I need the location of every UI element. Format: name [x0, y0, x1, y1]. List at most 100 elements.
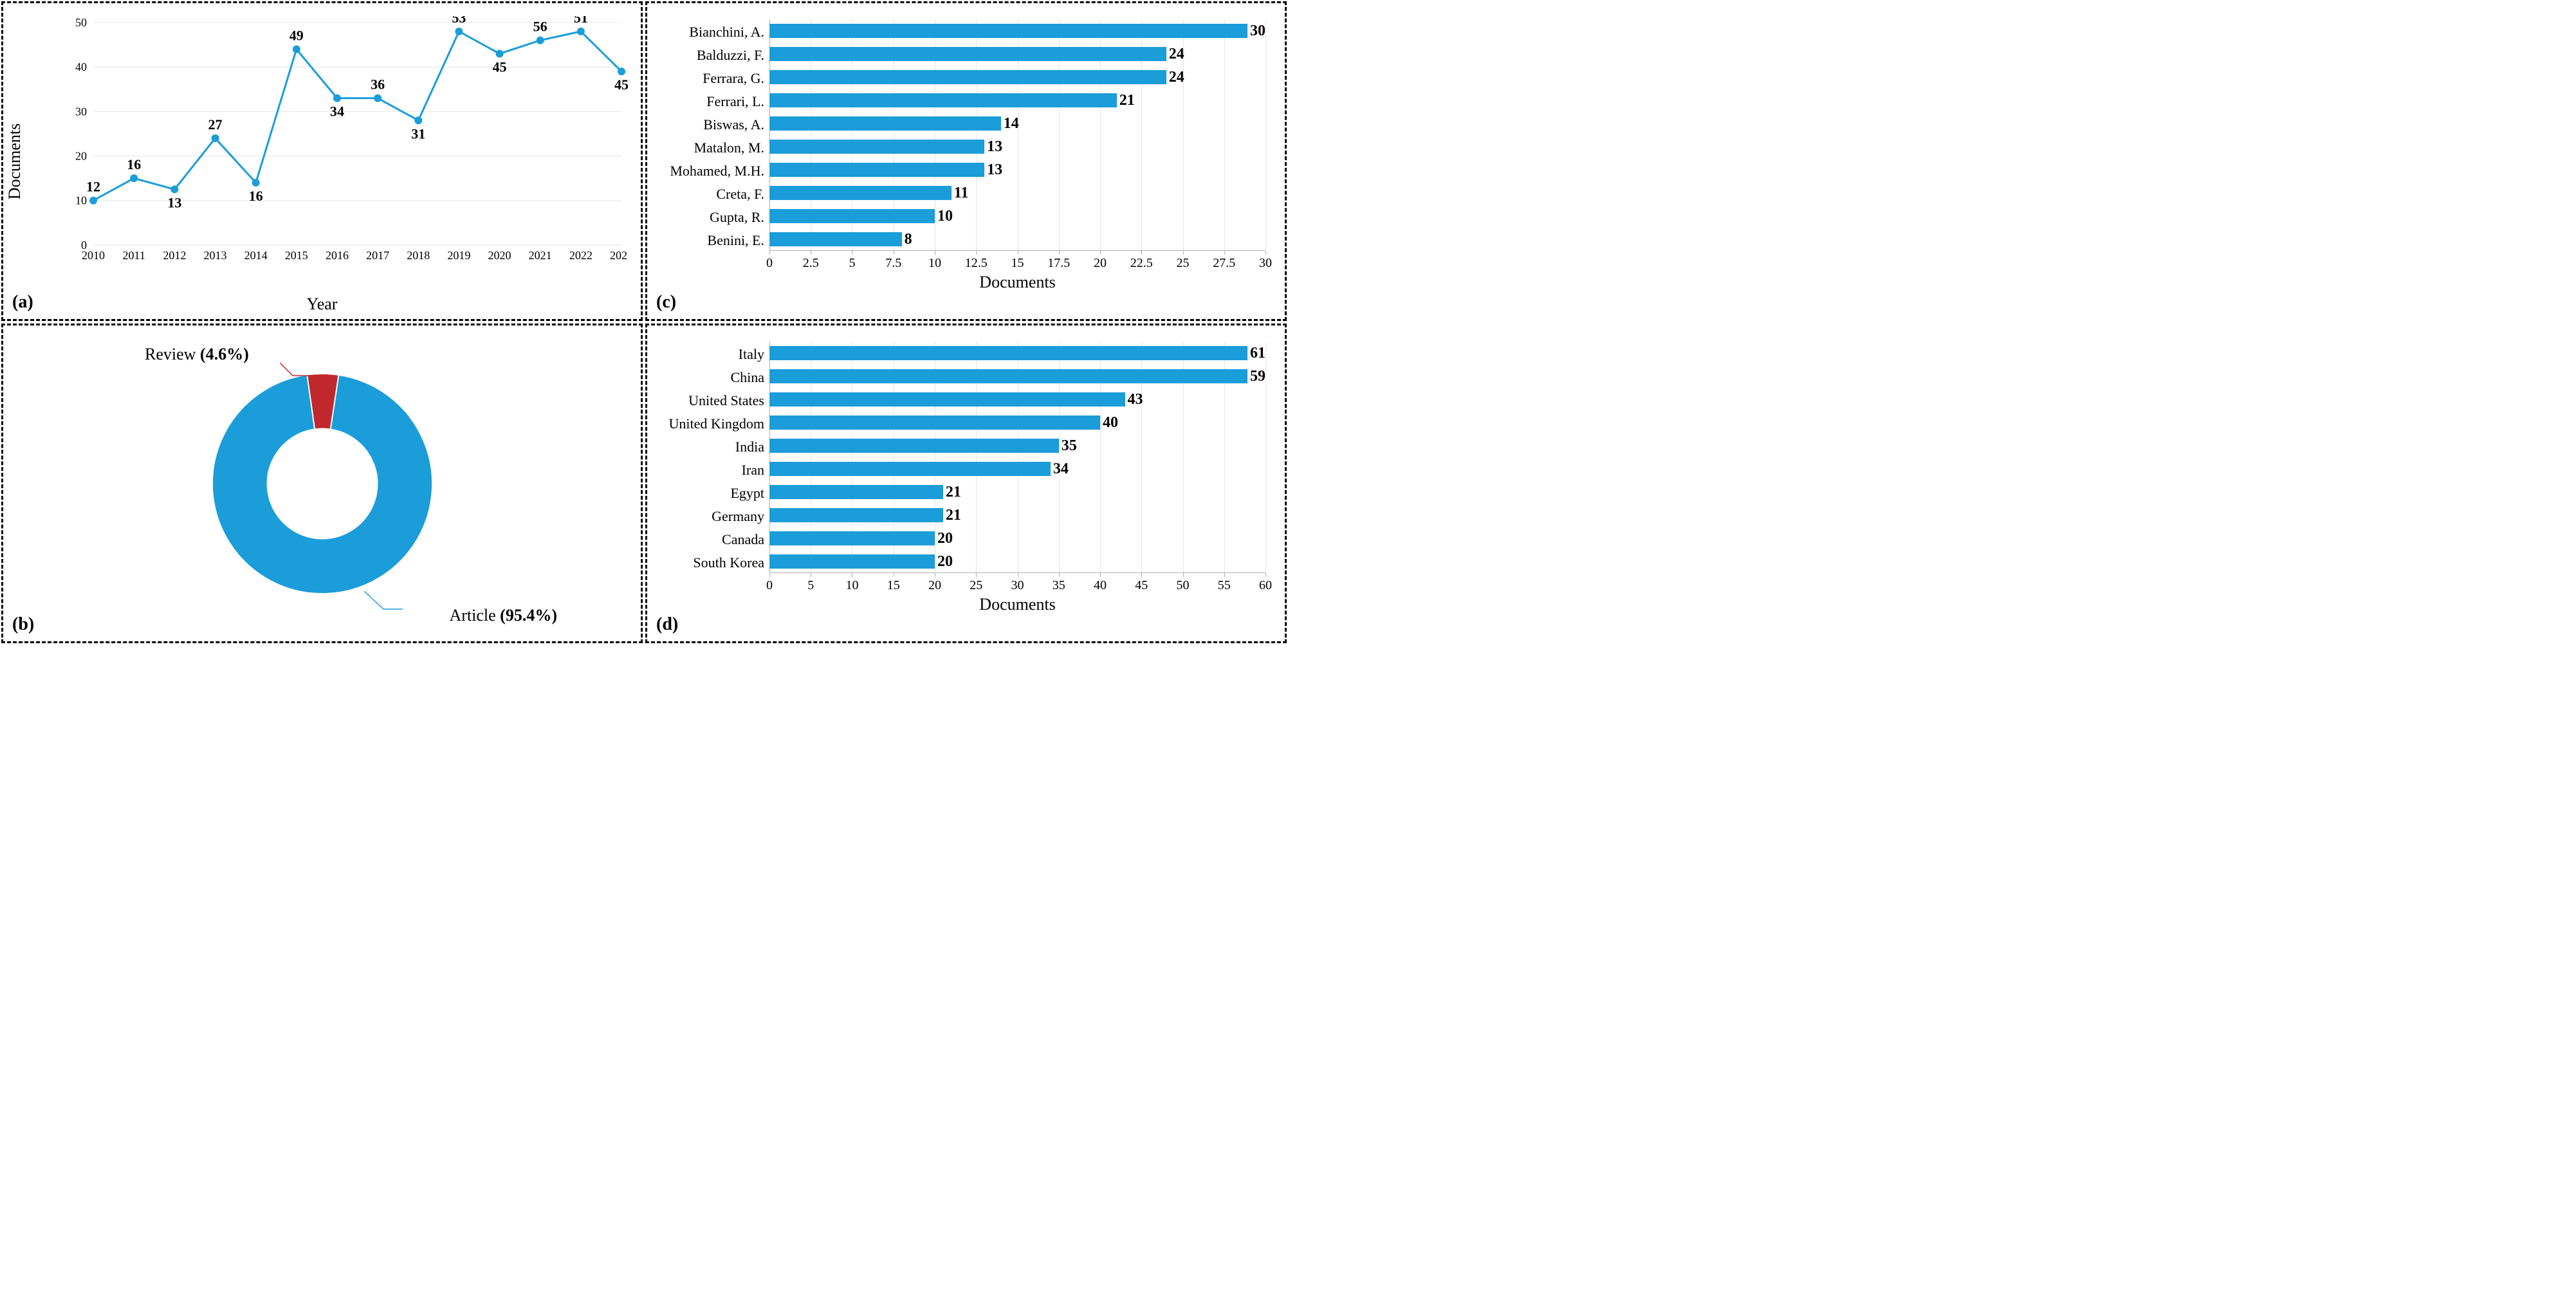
bar-row: United Kingdom40 [769, 416, 1265, 430]
bar-category-label: United Kingdom [669, 416, 770, 432]
bar-xtick-mark [1224, 573, 1225, 577]
bar-xtick: 2.5 [803, 256, 819, 271]
bar-category-label: China [730, 369, 769, 386]
donut-chart [200, 361, 445, 606]
panel-b: (b) Review (4.6%)Article (95.4%) [1, 324, 643, 643]
bar-category-label: India [735, 439, 769, 455]
bar-fill [769, 186, 952, 200]
bar-xlabel: Documents [979, 273, 1055, 292]
svg-text:45: 45 [493, 59, 507, 75]
bar-xtick-mark [1224, 251, 1225, 255]
bar-category-label: United States [688, 392, 769, 409]
bar-row: Iran34 [769, 462, 1265, 476]
svg-text:16: 16 [127, 156, 141, 172]
svg-text:2023: 2023 [610, 249, 628, 262]
bar-row: Benini, E.8 [769, 232, 1265, 246]
panel-d: Italy61China 59 United States 43 United King… [645, 324, 1287, 643]
panel-c-plot: Bianchini, A.30Balduzzi, F.24Ferrara, G.… [769, 19, 1265, 251]
bar-xtick: 60 [1259, 578, 1272, 593]
bar-row: Egypt21 [769, 485, 1265, 499]
bar-xtick: 15 [887, 578, 900, 593]
bar-value: 20 [937, 530, 953, 547]
bar-value: 8 [905, 231, 912, 248]
bar-value: 43 [1128, 391, 1143, 408]
bar-row: Bianchini, A.30 [769, 24, 1265, 38]
bar-category-label: Canada [722, 531, 769, 548]
bar-value: 34 [1053, 461, 1069, 478]
panel-a-xlabel: Year [307, 295, 338, 314]
bar-xtick-mark [976, 251, 977, 255]
bar-fill [769, 346, 1247, 360]
bar-xtick-mark [1141, 573, 1142, 577]
bar-fill [769, 416, 1100, 430]
bar-xtick-mark [769, 251, 770, 255]
bar-row: Mohamed, M.H.13 [769, 163, 1265, 177]
panel-a: Documents 010203040502010201120122013201… [1, 1, 643, 321]
bar-xtick-mark [1100, 573, 1101, 577]
svg-text:2014: 2014 [244, 249, 268, 262]
bar-xtick: 40 [1094, 578, 1107, 593]
donut-label-review: Review (4.6%) [145, 345, 249, 364]
bar-fill [769, 163, 984, 177]
bar-row: Balduzzi, F.24 [769, 47, 1265, 61]
bar-xtick: 20 [1094, 256, 1107, 271]
bar-row: South Korea20 [769, 554, 1265, 569]
bar-xtick-mark [1183, 251, 1184, 255]
bar-fill [769, 462, 1051, 476]
bar-category-label: Bianchini, A. [689, 24, 769, 41]
bar-xtick: 12.5 [965, 256, 988, 271]
chart-grid: Documents 0 10 20 30 40 50 20 10 2011 20 12 20 13 201… [0, 0, 1288, 644]
svg-text:2018: 2018 [407, 249, 430, 262]
bar-xtick-mark [1059, 251, 1060, 255]
svg-text:40: 40 [75, 60, 87, 73]
bar-value: 24 [1169, 69, 1184, 86]
svg-text:34: 34 [330, 104, 344, 120]
svg-text:2011: 2011 [123, 249, 145, 262]
svg-text:27: 27 [208, 116, 222, 133]
bar-fill [769, 232, 902, 246]
svg-text:12: 12 [86, 179, 100, 195]
bar-fill [769, 140, 984, 154]
bar-xtick: 50 [1177, 578, 1190, 593]
bar-value: 13 [987, 161, 1002, 179]
svg-text:20: 20 [75, 150, 87, 163]
bar-fill [769, 392, 1125, 407]
bar-xtick: 5 [807, 578, 814, 593]
bar-category-label: Mohamed, M.H. [670, 163, 769, 179]
svg-text:13: 13 [167, 194, 181, 210]
panel-d-label: (d) [656, 614, 678, 635]
bar-value: 59 [1250, 368, 1265, 385]
bar-value: 21 [1119, 92, 1135, 109]
bar-value: 20 [937, 553, 953, 571]
bar-xtick: 25 [970, 578, 982, 593]
panel-b-label: (b) [12, 614, 34, 635]
bar-fill [769, 24, 1247, 38]
bar-category-label: South Korea [693, 554, 769, 571]
bar-row: India35 [769, 439, 1265, 453]
bar-xtick: 15 [1011, 256, 1024, 271]
bar-xtick-mark [1100, 251, 1101, 255]
bar-xtick: 0 [766, 256, 773, 271]
svg-text:2015: 2015 [285, 249, 308, 262]
bar-category-label: Creta, F. [716, 186, 769, 203]
donut-svg [200, 361, 445, 606]
bar-xtick: 30 [1011, 578, 1024, 593]
bar-row: Italy61 [769, 346, 1265, 360]
bar-fill [769, 93, 1117, 107]
bar-fill [769, 369, 1247, 383]
bar-fill [769, 531, 935, 545]
bar-value: 24 [1169, 46, 1184, 63]
svg-text:53: 53 [452, 16, 466, 26]
svg-text:31: 31 [411, 125, 425, 142]
bar-xtick: 25 [1177, 256, 1190, 271]
bar-value: 30 [1250, 23, 1265, 40]
panel-c: Bianchini, A.30Balduzzi, F.24Ferrara, G.… [645, 1, 1287, 321]
bar-value: 10 [937, 208, 953, 225]
bar-xtick: 10 [928, 256, 941, 271]
bar-xtick-mark [1265, 251, 1266, 255]
svg-text:30: 30 [75, 105, 87, 118]
line-chart-svg: 0102030405020102011201220132014201520162… [61, 16, 628, 274]
bar-gridline [1265, 19, 1266, 251]
svg-text:2020: 2020 [488, 249, 511, 262]
bar-xlabel: Documents [979, 595, 1055, 614]
